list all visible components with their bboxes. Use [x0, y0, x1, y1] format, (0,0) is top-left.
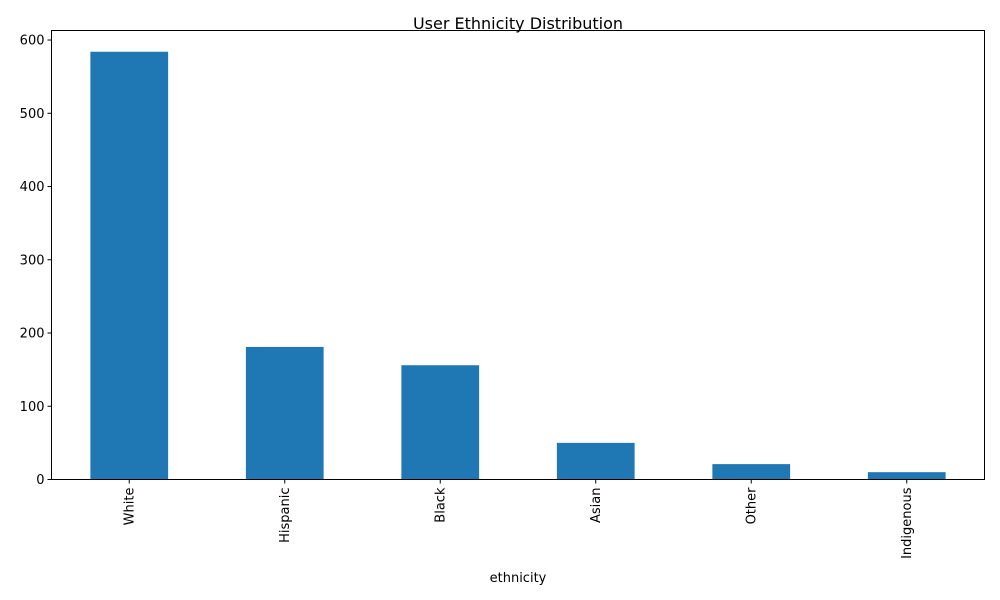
y-tick-label: 600	[20, 34, 45, 49]
x-axis-label: ethnicity	[490, 571, 547, 586]
bar-indigenous	[867, 472, 946, 480]
y-tick-label: 300	[20, 253, 45, 268]
x-tick-label: White	[122, 488, 137, 526]
bars-group	[90, 51, 946, 480]
y-tick-label: 100	[20, 400, 45, 415]
y-axis-ticks: 0 100 200 300 400 500 600	[20, 34, 52, 488]
x-tick-label: Indigenous	[900, 487, 915, 559]
bar-black	[401, 365, 480, 480]
y-tick-label: 400	[20, 180, 45, 195]
x-tick-label: Asian	[589, 488, 604, 523]
plot-frame	[51, 30, 985, 480]
y-tick-label: 500	[20, 107, 45, 122]
x-tick-label: Other	[744, 487, 759, 525]
bar-other	[712, 464, 791, 480]
chart-title: User Ethnicity Distribution	[413, 14, 623, 33]
bar-hispanic	[245, 346, 324, 480]
bar-white	[90, 51, 169, 480]
y-tick-label: 0	[36, 473, 44, 488]
y-tick-label: 200	[20, 327, 45, 342]
bar-asian	[556, 442, 635, 480]
x-tick-label: Hispanic	[278, 488, 293, 543]
x-axis-ticks: White Hispanic Black Asian Other Indigenous	[122, 479, 915, 559]
x-tick-label: Black	[433, 487, 448, 523]
